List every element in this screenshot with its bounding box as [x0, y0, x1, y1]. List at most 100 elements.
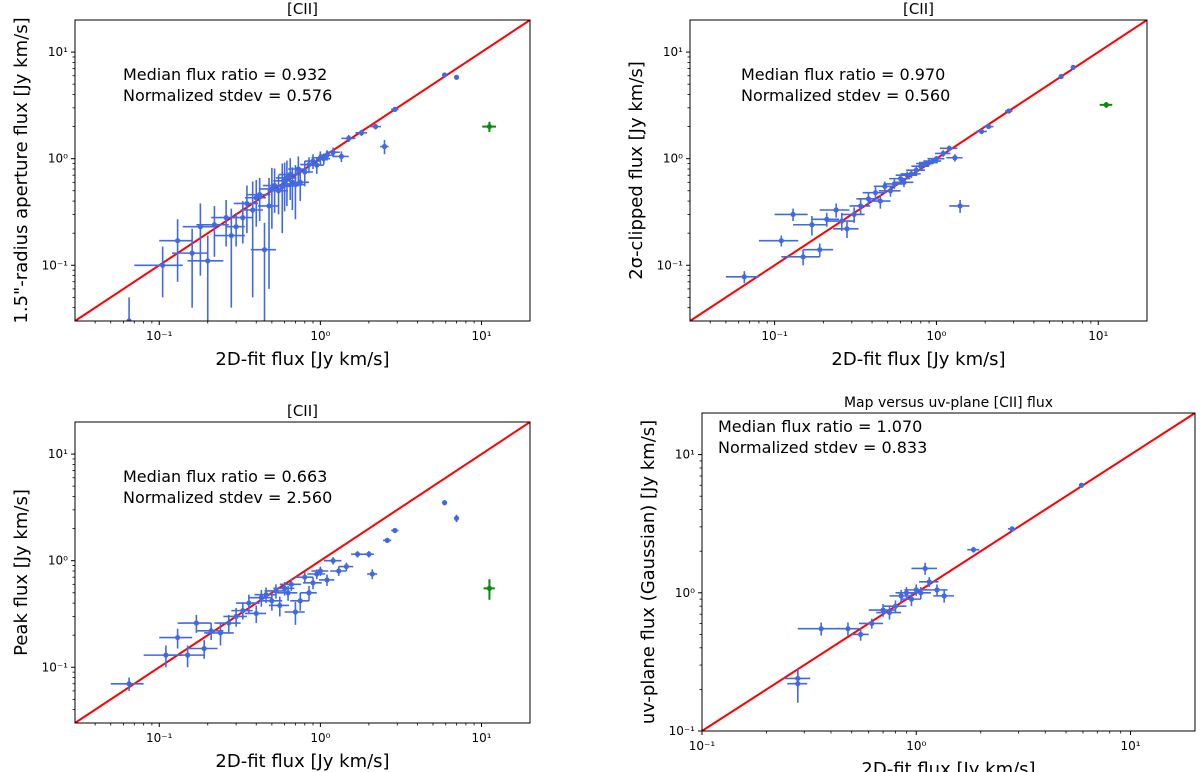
data-point: [781, 249, 820, 266]
axes-frame: [74, 19, 531, 322]
data-marker: [833, 207, 839, 213]
data-marker: [818, 626, 824, 632]
data-marker: [346, 135, 352, 141]
data-marker: [282, 585, 288, 591]
data-marker: [284, 175, 290, 181]
y-tick-label: 10⁻¹: [42, 258, 69, 272]
data-point: [758, 235, 799, 247]
x-tick-label: 10¹: [1088, 329, 1108, 343]
median-ratio-annotation: Median flux ratio = 0.970: [741, 65, 945, 84]
data-marker: [1009, 526, 1015, 532]
data-marker: [240, 215, 246, 221]
data-marker: [292, 609, 299, 615]
data-marker: [858, 203, 864, 209]
data-marker: [306, 590, 312, 596]
data-point: [323, 557, 342, 565]
chart-title: [CII]: [903, 0, 934, 18]
y-tick-label: 10¹: [48, 45, 68, 59]
data-point: [363, 551, 374, 558]
data-point: [196, 205, 229, 257]
data-marker: [292, 182, 299, 188]
data-point: [774, 208, 808, 222]
data-point: [901, 592, 921, 607]
chart-title: Map versus uv-plane [CII] flux: [844, 395, 1053, 411]
data-point: [309, 157, 324, 174]
data-marker: [233, 613, 239, 620]
y-tick-label: 10¹: [663, 45, 683, 59]
data-marker: [163, 652, 169, 658]
data-point: [453, 74, 460, 80]
y-axis-label: uv-plane flux (Gaussian) [Jy km/s]: [638, 420, 659, 724]
data-point: [304, 154, 321, 170]
data-point: [935, 150, 951, 157]
x-tick-label: 10⁻¹: [146, 731, 173, 745]
data-marker: [897, 176, 904, 182]
data-point: [904, 584, 927, 596]
x-axis-label: 2D-fit flux [Jy km/s]: [215, 349, 389, 370]
data-marker: [126, 681, 132, 687]
data-marker: [258, 595, 264, 601]
data-marker: [208, 628, 214, 634]
data-point: [797, 622, 840, 636]
panel-aperture-flux: 10⁻¹ 10⁰ 10¹ 10⁻¹ 10⁰ 10¹ [CII] 2D-fit flux [Jy…: [11, 0, 531, 370]
panel-sigma-clipped-flux: 10⁻¹ 10⁰ 10¹ 10⁻¹ 10⁰ 10¹ [CII] 2D-fit flux [Jy…: [626, 0, 1148, 370]
data-point: [259, 592, 283, 611]
data-marker: [273, 588, 279, 594]
data-point: [939, 145, 958, 152]
x-tick-label: 10⁻¹: [146, 329, 173, 343]
data-point: [1004, 108, 1013, 114]
data-point: [290, 169, 310, 202]
data-point: [277, 585, 298, 601]
data-point: [325, 147, 340, 158]
data-marker: [189, 250, 195, 256]
data-point: [858, 618, 884, 629]
data-marker: [898, 593, 904, 599]
data-point: [946, 154, 963, 162]
stdev-annotation: Normalized stdev = 2.560: [123, 488, 332, 507]
data-point: [803, 243, 834, 257]
data-point: [126, 297, 132, 321]
data-marker: [257, 192, 263, 198]
data-point: [110, 677, 144, 691]
data-marker: [269, 598, 275, 604]
x-tick-label: 10⁰: [906, 739, 926, 753]
data-point: [835, 622, 859, 636]
data-marker: [940, 150, 946, 157]
data-point: [878, 185, 901, 197]
chart-title: [CII]: [287, 402, 318, 420]
data-marker: [817, 247, 823, 253]
data-marker: [193, 620, 199, 626]
data-marker: [287, 171, 293, 178]
data-marker: [336, 568, 342, 574]
data-point: [849, 198, 871, 215]
plot-area: [690, 20, 1147, 321]
data-point: [226, 212, 245, 247]
data-point: [355, 129, 368, 137]
data-point: [279, 578, 302, 591]
data-point: [290, 592, 310, 611]
data-point: [911, 562, 938, 575]
data-marker: [266, 203, 272, 209]
data-point: [909, 587, 931, 600]
y-tick-label: 10⁰: [675, 586, 695, 600]
data-point: [1078, 482, 1085, 488]
data-marker: [175, 634, 181, 641]
data-point: [269, 596, 290, 617]
outlier-point: [482, 121, 496, 132]
data-marker: [1070, 64, 1076, 70]
data-marker: [392, 106, 398, 112]
data-marker: [901, 179, 907, 185]
chart-title: [CII]: [287, 0, 318, 18]
one-to-one-line: [75, 20, 530, 321]
data-point: [391, 527, 399, 534]
data-marker: [330, 149, 336, 155]
data-marker: [338, 153, 344, 160]
data-marker: [869, 620, 875, 627]
data-marker: [1078, 482, 1085, 488]
data-marker: [275, 188, 282, 194]
data-point: [300, 585, 317, 601]
data-point: [214, 208, 245, 308]
x-tick-label: 10⁻¹: [689, 739, 716, 753]
data-marker: [844, 226, 850, 232]
data-point: [244, 180, 267, 227]
